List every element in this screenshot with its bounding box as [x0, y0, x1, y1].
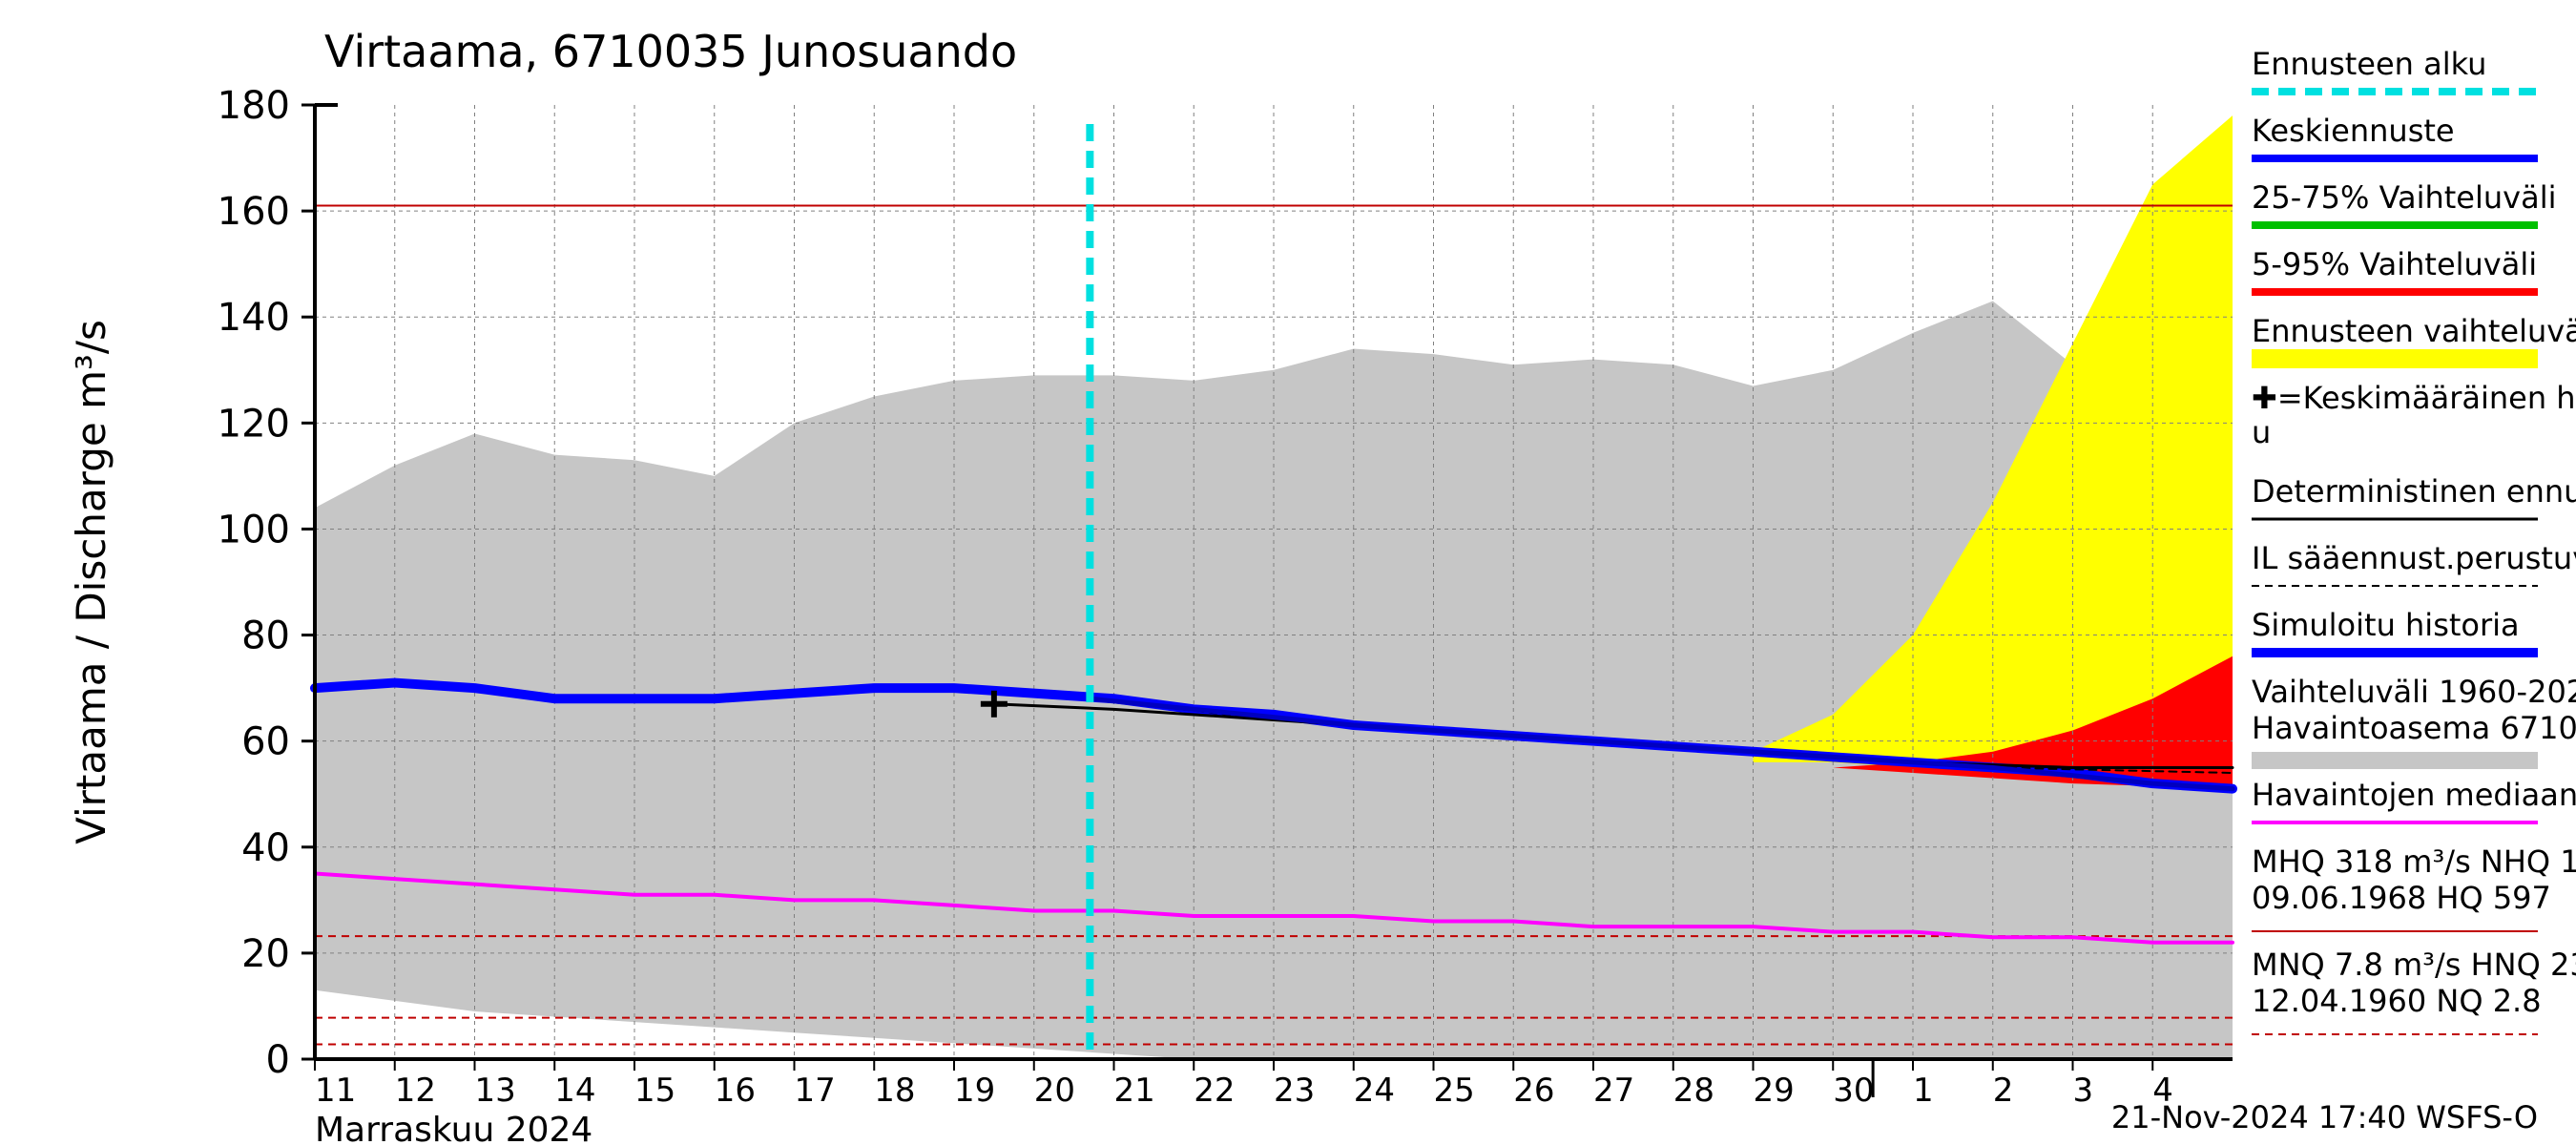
- x-tick-label: 3: [2073, 1072, 2094, 1110]
- x-tick-label: 11: [315, 1072, 356, 1110]
- y-tick-label: 80: [241, 614, 290, 658]
- legend-label: Keskiennuste: [2252, 113, 2455, 149]
- x-tick-label: 16: [715, 1072, 756, 1110]
- x-tick-label: 15: [634, 1072, 675, 1110]
- y-tick-label: 120: [218, 402, 290, 446]
- chart-title: Virtaama, 6710035 Junosuando: [324, 26, 1017, 77]
- x-tick-label: 18: [874, 1072, 915, 1110]
- x-tick-label: 23: [1274, 1072, 1315, 1110]
- legend-label: Ennusteen alku: [2252, 46, 2486, 82]
- chart-footer: 21-Nov-2024 17:40 WSFS-O: [2111, 1099, 2538, 1135]
- legend-label: 25-75% Vaihteluväli: [2252, 179, 2556, 216]
- x-tick-label: 21: [1114, 1072, 1155, 1110]
- x-tick-label: 14: [554, 1072, 595, 1110]
- legend-label: Simuloitu historia: [2252, 607, 2520, 643]
- legend-label: ✚=Keskimääräinen huippu: [2252, 380, 2576, 416]
- x-tick-label: 20: [1034, 1072, 1075, 1110]
- legend-label-line2: 09.06.1968 HQ 597: [2252, 880, 2551, 916]
- x-tick-label: 17: [795, 1072, 836, 1110]
- y-tick-label: 140: [218, 296, 290, 340]
- legend-label: Vaihteluväli 1960-2020: [2252, 674, 2576, 710]
- y-tick-label: 40: [241, 826, 290, 870]
- x-tick-label: 26: [1513, 1072, 1554, 1110]
- x-month-label-fi: Marraskuu 2024: [315, 1111, 592, 1145]
- legend-sample: [2252, 349, 2538, 368]
- legend-label: MHQ 318 m³/s NHQ 161: [2252, 843, 2576, 880]
- legend-label-line2: Havaintoasema 6710035: [2252, 710, 2576, 746]
- legend-label: MNQ 7.8 m³/s HNQ 23.2: [2252, 947, 2576, 983]
- legend-sample: [2252, 752, 2538, 769]
- discharge-forecast-chart: 0204060801001201401601801112131415161718…: [0, 0, 2576, 1145]
- y-tick-label: 60: [241, 720, 290, 764]
- legend-label: Deterministinen ennuste: [2252, 473, 2576, 510]
- legend-label: IL sääennust.perustuva: [2252, 540, 2576, 576]
- x-tick-label: 13: [475, 1072, 516, 1110]
- y-tick-label: 160: [218, 190, 290, 234]
- legend-label-line2: u: [2252, 414, 2271, 450]
- y-tick-label: 100: [218, 508, 290, 552]
- y-axis-label: Virtaama / Discharge m³/s: [68, 320, 114, 844]
- y-tick-label: 20: [241, 932, 290, 976]
- x-tick-label: 1: [1913, 1072, 1934, 1110]
- legend-label-line2: 12.04.1960 NQ 2.8: [2252, 983, 2542, 1019]
- x-tick-label: 27: [1593, 1072, 1634, 1110]
- x-tick-label: 30: [1833, 1072, 1874, 1110]
- x-tick-label: 12: [395, 1072, 436, 1110]
- y-tick-label: 0: [266, 1038, 290, 1082]
- x-tick-label: 2: [1993, 1072, 2014, 1110]
- x-tick-label: 24: [1354, 1072, 1395, 1110]
- y-tick-label: 180: [218, 84, 290, 128]
- x-tick-label: 28: [1673, 1072, 1714, 1110]
- x-tick-label: 22: [1194, 1072, 1235, 1110]
- x-tick-label: 25: [1434, 1072, 1475, 1110]
- legend-label: Havaintojen mediaani: [2252, 777, 2576, 813]
- x-tick-label: 29: [1754, 1072, 1795, 1110]
- legend-label: 5-95% Vaihteluväli: [2252, 246, 2537, 282]
- x-tick-label: 19: [954, 1072, 995, 1110]
- legend-label: Ennusteen vaihteluväli: [2252, 313, 2576, 349]
